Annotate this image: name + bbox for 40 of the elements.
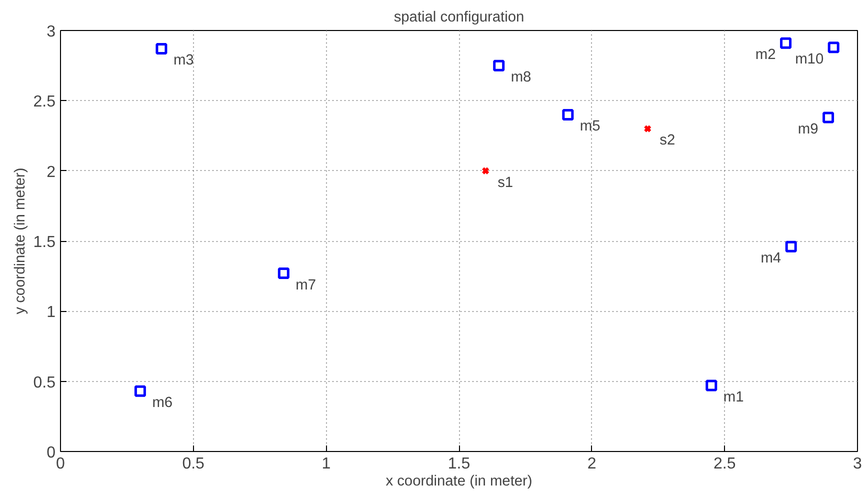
point (278, 268, 290, 280)
annotation: m1 (723, 390, 744, 406)
x-tick-label: 2 (587, 456, 596, 472)
annotation: m4 (760, 250, 782, 267)
y-tick-label: 2 (46, 164, 56, 181)
annotation: m10 (795, 51, 824, 68)
y-tick-label: 0 (46, 444, 56, 462)
point (562, 108, 574, 120)
x-tick-label: 3 (853, 456, 862, 472)
x-axis-title: x coordinate (in meter) (386, 474, 532, 490)
x-tick-label: 2.5 (714, 456, 736, 472)
annotation: m7 (296, 277, 316, 294)
x-tick-label: 1.5 (448, 456, 470, 472)
x-tick-label: 0.5 (182, 456, 205, 472)
point (134, 385, 146, 397)
y-tick-label: 2.5 (33, 94, 56, 111)
point (828, 42, 840, 54)
annotation: m6 (152, 395, 173, 412)
annotation: m9 (798, 122, 818, 138)
point (706, 380, 718, 392)
y-tick-label: 1 (46, 304, 56, 322)
x-tick-label: 1 (322, 456, 331, 472)
annotation: m3 (173, 52, 194, 69)
point (822, 112, 834, 124)
y-tick-label: 1.5 (33, 234, 56, 251)
annotation: s2 (660, 132, 676, 149)
point (156, 42, 168, 54)
annotation: m8 (510, 70, 532, 86)
annotation: m2 (755, 47, 776, 64)
annotation: s1 (498, 174, 514, 191)
y-tick-label: 0.5 (33, 374, 56, 392)
chart-title: spatial configuration (394, 10, 524, 26)
point (785, 240, 797, 252)
point (493, 60, 505, 72)
y-axis-title: y coordinate (in meter) (12, 168, 28, 314)
point (780, 37, 792, 49)
point (644, 124, 652, 133)
point (482, 166, 490, 175)
y-tick-label: 3 (46, 24, 56, 40)
annotation: m5 (580, 118, 600, 135)
